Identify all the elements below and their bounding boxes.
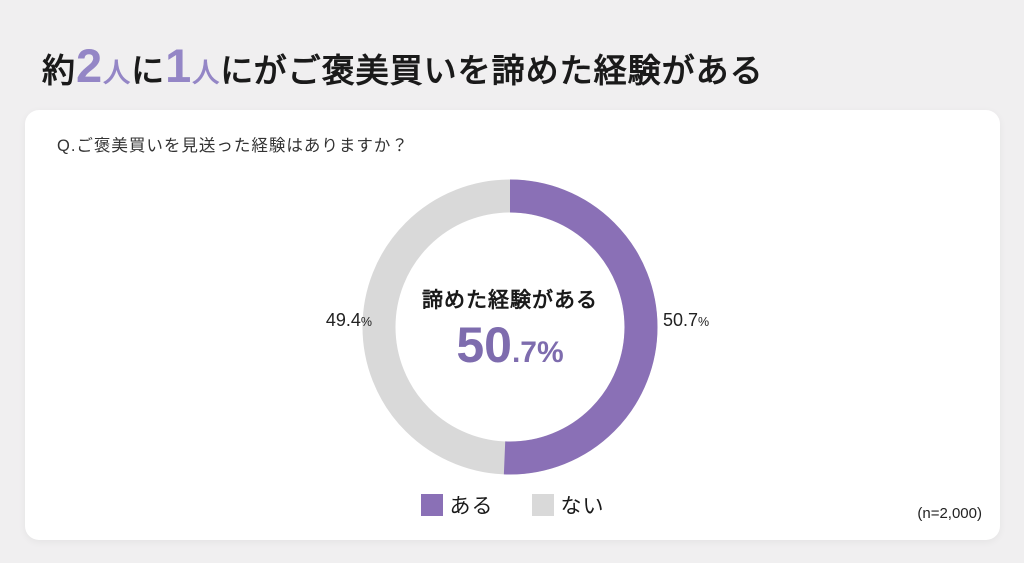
donut-svg — [362, 179, 658, 475]
legend-item-aru: ある — [420, 490, 494, 520]
title-segment-number: 2 — [76, 39, 104, 92]
slice-label-nai-value: 49.4 — [325, 310, 361, 330]
slice-label-nai: 49.4% — [280, 310, 372, 331]
sample-size-note: (n=2,000) — [917, 505, 982, 522]
legend-swatch-aru — [420, 494, 443, 516]
slice-label-aru-value: 50.7 — [663, 310, 699, 330]
title-segment: に — [131, 52, 166, 89]
chart-legend: ある ない — [25, 490, 1000, 520]
legend-swatch-nai — [531, 494, 554, 516]
legend-label-aru: ある — [449, 495, 494, 518]
percent-sign: % — [698, 315, 710, 329]
title-segment: 約 — [42, 52, 76, 89]
page-title: 約2人に1人にがご褒美買いを諦めた経験がある — [42, 38, 764, 101]
title-segment-number: 1 — [165, 39, 193, 92]
legend-label-nai: ない — [560, 495, 605, 518]
legend-item-nai: ない — [531, 490, 605, 520]
percent-sign: % — [360, 315, 372, 329]
survey-question: Q.ご褒美買いを見送った経験はありますか？ — [57, 137, 409, 155]
donut-chart: 諦めた経験がある 50.7% — [360, 177, 660, 477]
title-segment: 人 — [192, 58, 221, 88]
chart-card: Q.ご褒美買いを見送った経験はありますか？ 諦めた経験がある 50.7% 49.… — [25, 110, 1000, 540]
title-segment: 人 — [103, 58, 132, 88]
slice-label-aru: 50.7% — [663, 310, 709, 331]
donut-segment-aru — [362, 179, 658, 475]
title-segment: にがご褒美買いを諦めた経験がある — [220, 52, 764, 89]
